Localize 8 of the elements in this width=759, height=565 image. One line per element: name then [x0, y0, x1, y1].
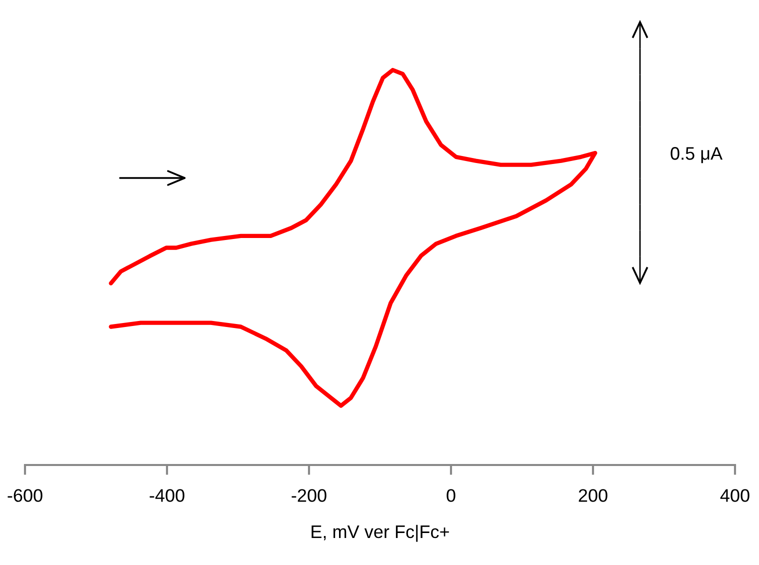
- annotation: 0.5 μA: [670, 147, 723, 164]
- x-tick-label: -400: [150, 489, 184, 502]
- x-tick-label: 200: [578, 489, 608, 502]
- x-axis-title: E, mV ver Fc|Fc+: [312, 524, 449, 542]
- x-tick-label: -600: [8, 489, 42, 502]
- x-tick-label: 400: [720, 489, 750, 502]
- x-tick-label: 0: [446, 489, 456, 502]
- x-tick-label: -200: [292, 489, 326, 502]
